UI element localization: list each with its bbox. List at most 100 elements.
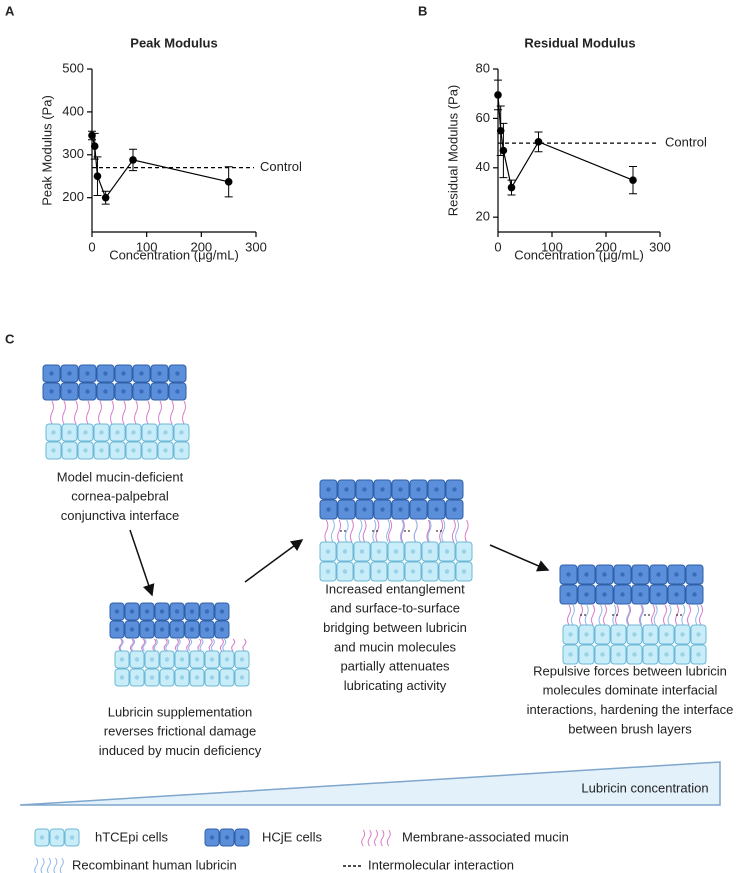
nucleus	[568, 632, 573, 637]
stage-caption: interactions, hardening the interface	[527, 702, 734, 717]
mucin-strand	[367, 829, 372, 847]
nucleus	[602, 592, 607, 597]
nucleus	[121, 389, 126, 394]
nucleus	[427, 569, 433, 574]
lubricin-strand	[344, 519, 349, 543]
nucleus	[189, 627, 195, 632]
nucleus	[194, 657, 200, 662]
lubricin-strand	[176, 638, 181, 652]
x-tick-label: 0	[494, 239, 501, 254]
lubricin-strand	[199, 638, 204, 652]
nucleus	[696, 632, 701, 637]
nucleus	[359, 569, 365, 574]
nucleus	[119, 675, 125, 680]
nucleus	[326, 507, 331, 512]
lubricin-strand	[667, 604, 672, 626]
nucleus	[239, 835, 245, 840]
lubricin-strand	[119, 638, 124, 652]
mucin-strand	[687, 604, 691, 626]
stage-caption: conjunctiva interface	[61, 508, 180, 523]
nucleus	[49, 371, 54, 376]
lubricin-strand	[330, 519, 335, 543]
nucleus	[566, 572, 571, 577]
nucleus	[344, 487, 349, 492]
nucleus	[680, 632, 685, 637]
y-axis-label: Residual Modulus (Pa)	[445, 85, 460, 217]
lubricin-strand	[40, 857, 45, 873]
mucin-strand	[141, 638, 146, 652]
data-point	[90, 142, 99, 151]
stage-caption: Repulsive forces between lubricin	[533, 663, 727, 678]
nucleus	[452, 487, 457, 492]
nucleus	[410, 549, 416, 554]
mucin-strand	[451, 519, 456, 543]
concentration-wedge	[19, 761, 721, 806]
nucleus	[164, 657, 170, 662]
nucleus	[157, 389, 162, 394]
nucleus	[416, 507, 421, 512]
mucin-strand	[651, 604, 655, 626]
nucleus	[175, 371, 180, 376]
x-axis-label: Concentration (μg/mL)	[109, 247, 239, 262]
nucleus	[209, 657, 215, 662]
nucleus	[39, 835, 45, 840]
legend-label: Intermolecular interaction	[368, 857, 514, 872]
mucin-strand	[86, 400, 90, 425]
mucin-strand	[158, 400, 162, 425]
chart-title: Peak Modulus	[130, 35, 217, 50]
nucleus	[600, 652, 605, 657]
lubricin-strand	[386, 519, 391, 543]
nucleus	[444, 549, 450, 554]
nucleus	[344, 507, 349, 512]
nucleus	[325, 549, 331, 554]
stage-caption: induced by mucin deficiency	[99, 743, 262, 758]
x-tick-label: 100	[136, 239, 158, 254]
stage-caption: Lubricin supplementation	[108, 704, 253, 719]
arrow	[244, 539, 304, 583]
lubricin-strand	[222, 638, 227, 652]
mucin-strand	[152, 638, 157, 652]
stage-caption: between brush layers	[568, 721, 692, 736]
nucleus	[67, 389, 72, 394]
lubricin-strand	[34, 857, 39, 873]
nucleus	[664, 632, 669, 637]
mucin-strand	[163, 638, 168, 652]
data-point	[224, 178, 233, 186]
mucin-strand	[361, 829, 366, 847]
x-tick-label: 200	[595, 239, 617, 254]
lubricin-strand	[626, 604, 631, 626]
nucleus	[114, 609, 120, 614]
nucleus	[566, 592, 571, 597]
nucleus	[147, 448, 152, 453]
nucleus	[239, 675, 245, 680]
nucleus	[67, 430, 72, 435]
panel-label: C	[5, 331, 15, 346]
data-point	[93, 172, 102, 181]
mucin-strand	[386, 829, 391, 847]
data-line	[497, 94, 634, 190]
nucleus	[179, 675, 185, 680]
nucleus	[129, 627, 135, 632]
mucin-strand	[146, 400, 150, 425]
nucleus	[692, 572, 697, 577]
nucleus	[67, 371, 72, 376]
y-tick-label: 20	[476, 209, 490, 224]
mucin-strand	[170, 400, 174, 425]
data-point	[101, 193, 110, 202]
x-tick-label: 100	[541, 239, 563, 254]
lubricin-strand	[612, 604, 617, 626]
data-point	[507, 183, 516, 192]
arrow	[129, 529, 155, 597]
mucin-strand	[208, 638, 213, 652]
stage-caption: partially attenuates	[340, 659, 450, 674]
arrow	[489, 544, 550, 572]
nucleus	[325, 569, 331, 574]
stage-caption: Increased entanglement	[325, 581, 465, 596]
nucleus	[664, 652, 669, 657]
nucleus	[149, 675, 155, 680]
nucleus	[427, 549, 433, 554]
nucleus	[164, 675, 170, 680]
panel-label: B	[418, 3, 427, 18]
stage-caption: Model mucin-deficient	[57, 469, 184, 484]
data-point	[129, 156, 137, 164]
